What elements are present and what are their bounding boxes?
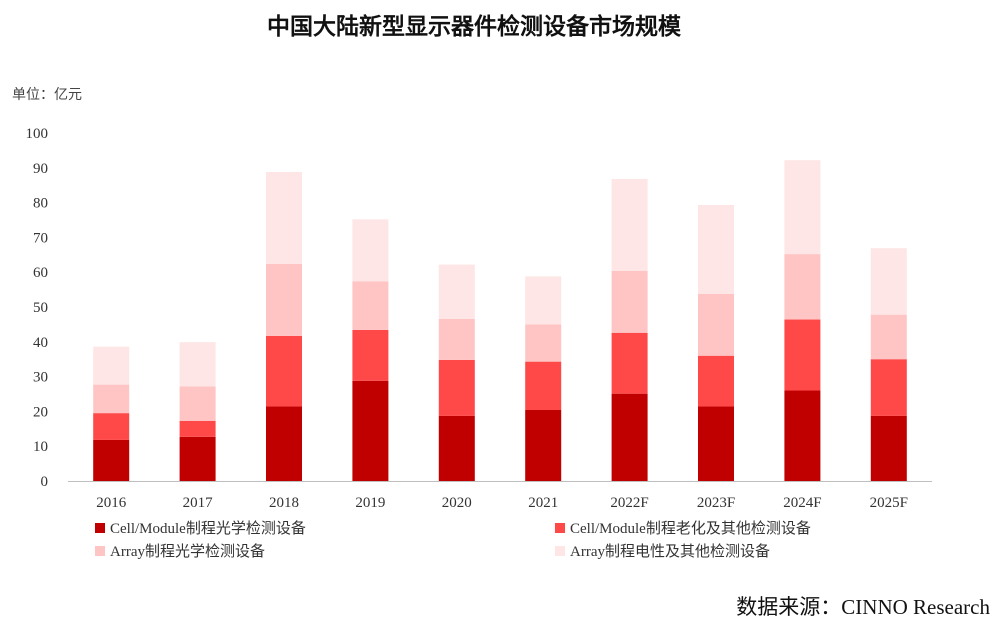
x-tick-label: 2017 (183, 495, 214, 511)
bar-segment (525, 361, 562, 411)
bar-segment (93, 413, 130, 440)
bar-segment (870, 415, 907, 481)
bar-segment (698, 355, 734, 407)
source-note: 数据来源：CINNO Research (736, 595, 990, 619)
bar-segment (525, 410, 562, 481)
bar-segment (179, 436, 216, 481)
x-tick-label: 2023F (697, 495, 735, 511)
bar-segment (438, 359, 475, 416)
bars (93, 160, 907, 481)
y-tick-label: 10 (33, 439, 48, 455)
bar-segment (784, 254, 821, 320)
bar-segment (266, 335, 302, 407)
bar-segment (438, 318, 475, 360)
bar-segment (698, 406, 734, 481)
y-tick-label: 20 (33, 404, 48, 420)
legend-label: Cell/Module制程老化及其他检测设备 (570, 520, 811, 537)
bar-segment (352, 219, 389, 282)
x-tick-label: 2025F (870, 495, 908, 511)
chart-title: 中国大陆新型显示器件检测设备市场规模 (267, 13, 682, 40)
y-tick-label: 60 (33, 265, 48, 281)
legend-swatch (555, 546, 565, 556)
bar-segment (525, 324, 562, 362)
y-tick-label: 90 (33, 161, 48, 177)
y-axis: 0 10 20 30 40 50 60 70 80 90 100 (26, 126, 49, 490)
bar-segment (179, 420, 216, 437)
x-tick-label: 2021 (528, 495, 558, 511)
bar-segment (611, 393, 648, 481)
bar-segment (870, 248, 907, 315)
bar-segment (525, 276, 562, 325)
unit-label: 单位：亿元 (12, 87, 82, 103)
bar-segment (266, 263, 302, 336)
bar-segment (352, 281, 389, 330)
x-tick-label: 2019 (355, 495, 385, 511)
bar-segment (611, 178, 648, 271)
bar-segment (698, 293, 734, 356)
y-tick-label: 80 (33, 196, 48, 212)
bar-segment (438, 264, 475, 319)
bar-segment (266, 406, 302, 481)
y-tick-label: 70 (33, 230, 48, 246)
legend-label: Array制程电性及其他检测设备 (570, 543, 770, 560)
legend-label: Cell/Module制程光学检测设备 (110, 520, 306, 537)
legend: Cell/Module制程光学检测设备 Cell/Module制程老化及其他检测设… (95, 520, 811, 560)
bar-segment (93, 384, 130, 414)
bar-segment (870, 359, 907, 416)
x-tick-label: 2018 (269, 495, 299, 511)
x-tick-label: 2024F (783, 495, 821, 511)
bar-segment (266, 171, 302, 264)
x-tick-label: 2022F (610, 495, 648, 511)
bar-segment (784, 390, 821, 481)
bar-segment (784, 160, 821, 255)
bar-segment (870, 314, 907, 360)
x-tick-label: 2020 (442, 495, 472, 511)
bar-segment (611, 270, 648, 333)
bar-segment (611, 332, 648, 394)
x-axis: 2016 2017 2018 2019 2020 2021 2022F 2023F 2024F 2… (68, 481, 932, 511)
bar-segment (438, 415, 475, 481)
bar-segment (352, 329, 389, 381)
bar-segment (784, 319, 821, 391)
bar-segment (179, 342, 216, 387)
y-tick-label: 50 (33, 300, 48, 316)
bar-segment (698, 205, 734, 294)
legend-swatch (95, 546, 105, 556)
legend-swatch (555, 523, 565, 533)
x-tick-label: 2016 (96, 495, 127, 511)
y-tick-label: 40 (33, 335, 48, 351)
bar-segment (352, 380, 389, 481)
legend-swatch (95, 523, 105, 533)
y-tick-label: 100 (26, 126, 49, 142)
bar-segment (93, 346, 130, 385)
legend-label: Array制程光学检测设备 (110, 543, 265, 560)
y-tick-label: 0 (41, 474, 49, 490)
bar-segment (93, 439, 130, 481)
bar-segment (179, 386, 216, 421)
y-tick-label: 30 (33, 370, 48, 386)
